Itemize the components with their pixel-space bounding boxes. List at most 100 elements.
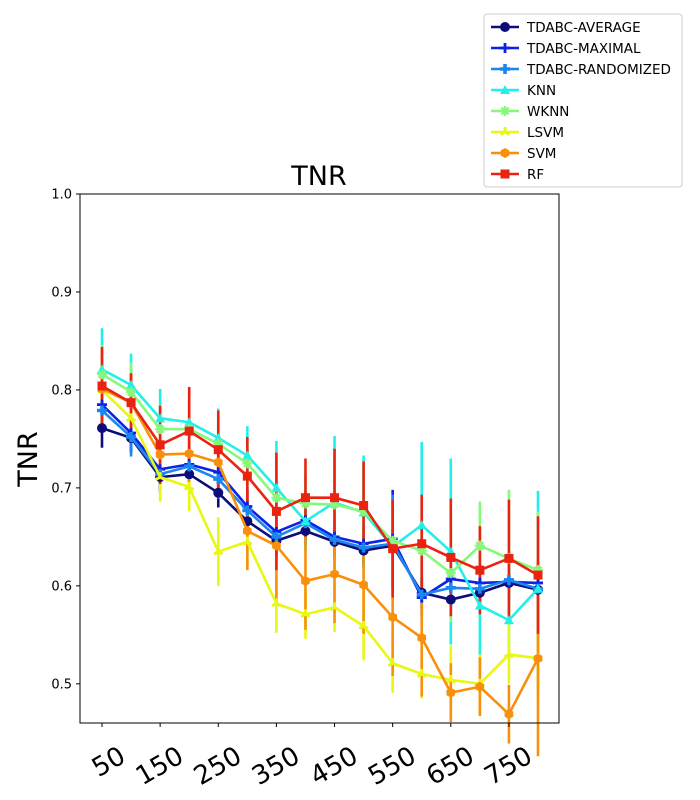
data-point	[359, 501, 369, 511]
data-point	[474, 583, 485, 594]
data-point	[533, 583, 543, 593]
data-point	[359, 579, 368, 590]
data-point	[213, 474, 224, 485]
data-point	[125, 413, 137, 423]
data-point	[300, 498, 311, 509]
legend-label: RF	[527, 167, 544, 183]
data-point	[242, 536, 253, 546]
data-point	[126, 398, 136, 408]
legend-marker	[500, 106, 510, 116]
y-tick-label: 1.0	[51, 188, 72, 203]
data-point	[213, 432, 224, 442]
series-line	[101, 426, 539, 601]
data-point	[184, 448, 194, 459]
data-point	[504, 553, 514, 563]
data-point	[417, 632, 427, 643]
data-point	[271, 531, 282, 542]
data-point	[358, 621, 369, 630]
x-tick-label: 250	[189, 741, 247, 792]
data-point	[533, 570, 543, 580]
plot-area	[96, 328, 544, 757]
data-point	[445, 594, 456, 605]
data-point	[445, 582, 456, 593]
data-point	[271, 492, 282, 503]
data-point	[155, 449, 165, 460]
data-point	[329, 499, 340, 510]
data-point	[213, 445, 223, 455]
y-tick-label: 0.7	[51, 481, 72, 496]
data-point	[416, 520, 427, 530]
plot-frame	[79, 193, 560, 724]
data-point	[446, 687, 456, 698]
legend-marker	[500, 85, 510, 94]
x-tick-label: 150	[131, 741, 189, 792]
series-line	[101, 373, 539, 575]
series-line	[101, 368, 539, 622]
legend-entry: RF	[491, 167, 544, 183]
data-point	[445, 674, 456, 684]
x-tick-label: 550	[363, 741, 421, 792]
legend-marker	[500, 148, 510, 158]
data-point	[358, 506, 369, 517]
series-knn	[97, 364, 543, 625]
data-point	[475, 565, 485, 575]
data-point	[184, 417, 195, 427]
data-point	[504, 709, 514, 720]
data-point	[126, 380, 137, 390]
series-line	[101, 409, 539, 596]
legend-label: TDABC-MAXIMAL	[526, 41, 641, 57]
series-line	[101, 387, 540, 716]
data-point	[300, 493, 310, 503]
data-point	[272, 540, 281, 551]
data-point	[417, 539, 427, 549]
data-point	[242, 458, 253, 469]
error-bars-wknn	[100, 344, 540, 629]
data-point	[416, 545, 427, 556]
data-point	[271, 482, 282, 492]
error-bars-lsvm	[100, 370, 540, 715]
data-point	[243, 525, 252, 536]
y-tick-label: 0.5	[51, 677, 72, 692]
legend-entry: WKNN	[491, 104, 569, 120]
legend-label: LSVM	[527, 125, 564, 141]
legend-entry: SVM	[491, 146, 556, 162]
y-tick-label: 0.9	[51, 285, 72, 300]
data-point	[388, 612, 397, 623]
data-point	[445, 568, 456, 579]
data-point	[503, 574, 514, 585]
data-point	[213, 457, 223, 468]
data-point	[126, 431, 137, 442]
x-tick-label: 650	[422, 741, 480, 792]
legend-marker	[500, 169, 510, 179]
series-rf	[97, 381, 543, 580]
data-point	[330, 569, 339, 580]
data-point	[416, 669, 427, 678]
legend-entry: KNN	[491, 83, 556, 99]
legend-entry: TDABC-AVERAGE	[491, 20, 641, 36]
series-line	[101, 384, 539, 577]
x-tick-label: 450	[305, 741, 363, 792]
legend-label: TDABC-RANDOMIZED	[526, 62, 671, 78]
legend-label: WKNN	[527, 104, 569, 120]
data-point	[213, 438, 224, 449]
y-tick-label: 0.8	[51, 383, 72, 398]
data-point	[358, 542, 369, 553]
legend-entry: TDABC-RANDOMIZED	[491, 62, 671, 78]
data-point	[475, 681, 485, 692]
series-line	[101, 403, 539, 599]
y-axis-label: TNR	[13, 431, 44, 487]
data-point	[387, 658, 398, 668]
data-point	[155, 472, 166, 481]
data-point	[474, 540, 485, 551]
legend-label: TDABC-AVERAGE	[526, 20, 641, 36]
data-point	[184, 461, 195, 472]
legend-entry: LSVM	[491, 125, 564, 141]
data-point	[184, 426, 194, 436]
data-point	[329, 602, 340, 612]
data-point	[300, 609, 311, 619]
legend-marker	[499, 127, 511, 136]
series-line	[101, 389, 539, 686]
data-point	[474, 600, 485, 610]
data-point	[388, 544, 398, 554]
